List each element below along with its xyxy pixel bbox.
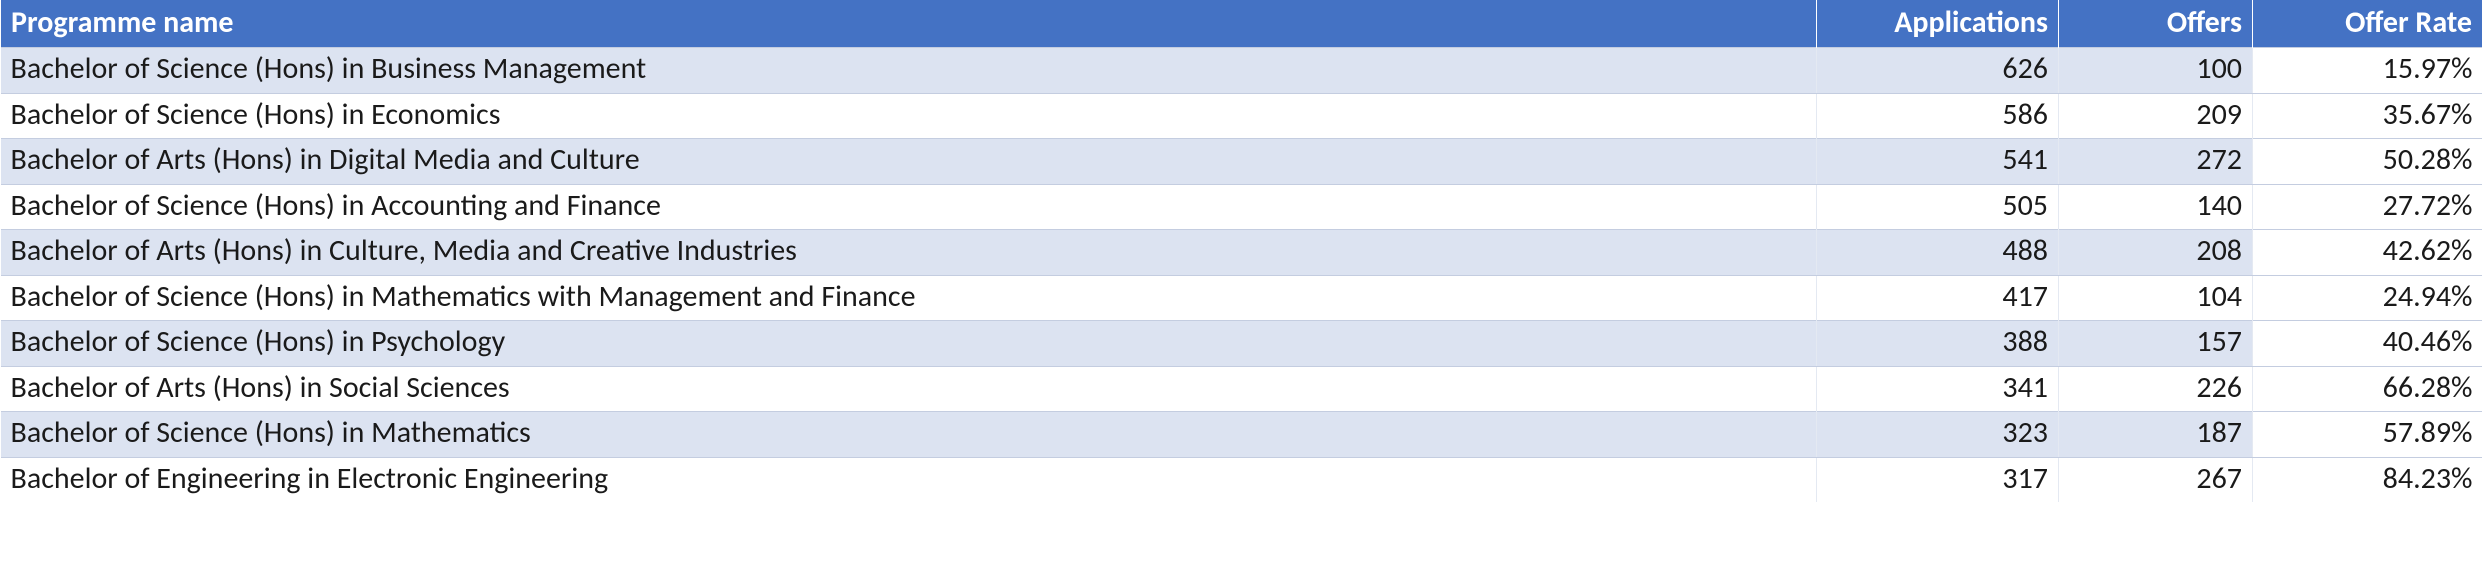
table-row: Bachelor of Science (Hons) in Mathematic… [1,275,2482,321]
cell-name: Bachelor of Arts (Hons) in Digital Media… [1,139,1817,185]
cell-apps: 341 [1817,366,2059,412]
cell-name: Bachelor of Science (Hons) in Mathematic… [1,412,1817,458]
cell-name: Bachelor of Science (Hons) in Psychology [1,321,1817,367]
cell-apps: 488 [1817,230,2059,276]
table-row: Bachelor of Science (Hons) in Psychology… [1,321,2482,367]
table-header-row: Programme name Applications Offers Offer… [1,0,2482,48]
cell-name: Bachelor of Arts (Hons) in Culture, Medi… [1,230,1817,276]
cell-apps: 626 [1817,48,2059,94]
cell-offers: 209 [2059,93,2253,139]
cell-offers: 100 [2059,48,2253,94]
cell-offers: 187 [2059,412,2253,458]
table-row: Bachelor of Arts (Hons) in Digital Media… [1,139,2482,185]
cell-apps: 388 [1817,321,2059,367]
col-header-offers: Offers [2059,0,2253,48]
cell-offers: 272 [2059,139,2253,185]
col-header-offer-rate: Offer Rate [2253,0,2482,48]
cell-offers: 226 [2059,366,2253,412]
cell-apps: 323 [1817,412,2059,458]
cell-apps: 586 [1817,93,2059,139]
cell-apps: 541 [1817,139,2059,185]
cell-apps: 505 [1817,184,2059,230]
cell-rate: 40.46% [2253,321,2482,367]
cell-name: Bachelor of Science (Hons) in Mathematic… [1,275,1817,321]
cell-rate: 57.89% [2253,412,2482,458]
table-row: Bachelor of Engineering in Electronic En… [1,457,2482,502]
cell-name: Bachelor of Engineering in Electronic En… [1,457,1817,502]
cell-offers: 140 [2059,184,2253,230]
cell-name: Bachelor of Arts (Hons) in Social Scienc… [1,366,1817,412]
table-row: Bachelor of Science (Hons) in Business M… [1,48,2482,94]
cell-rate: 66.28% [2253,366,2482,412]
cell-rate: 84.23% [2253,457,2482,502]
table-header: Programme name Applications Offers Offer… [1,0,2482,48]
cell-offers: 157 [2059,321,2253,367]
table-row: Bachelor of Science (Hons) in Economics5… [1,93,2482,139]
cell-apps: 417 [1817,275,2059,321]
table-row: Bachelor of Science (Hons) in Accounting… [1,184,2482,230]
table-row: Bachelor of Arts (Hons) in Culture, Medi… [1,230,2482,276]
cell-offers: 104 [2059,275,2253,321]
cell-rate: 27.72% [2253,184,2482,230]
cell-offers: 267 [2059,457,2253,502]
cell-name: Bachelor of Science (Hons) in Business M… [1,48,1817,94]
table-row: Bachelor of Science (Hons) in Mathematic… [1,412,2482,458]
cell-rate: 50.28% [2253,139,2482,185]
cell-rate: 15.97% [2253,48,2482,94]
programmes-table: Programme name Applications Offers Offer… [0,0,2482,502]
cell-name: Bachelor of Science (Hons) in Economics [1,93,1817,139]
col-header-applications: Applications [1817,0,2059,48]
col-header-programme-name: Programme name [1,0,1817,48]
cell-rate: 42.62% [2253,230,2482,276]
cell-rate: 35.67% [2253,93,2482,139]
cell-rate: 24.94% [2253,275,2482,321]
cell-offers: 208 [2059,230,2253,276]
cell-apps: 317 [1817,457,2059,502]
table-row: Bachelor of Arts (Hons) in Social Scienc… [1,366,2482,412]
cell-name: Bachelor of Science (Hons) in Accounting… [1,184,1817,230]
table-body: Bachelor of Science (Hons) in Business M… [1,48,2482,503]
